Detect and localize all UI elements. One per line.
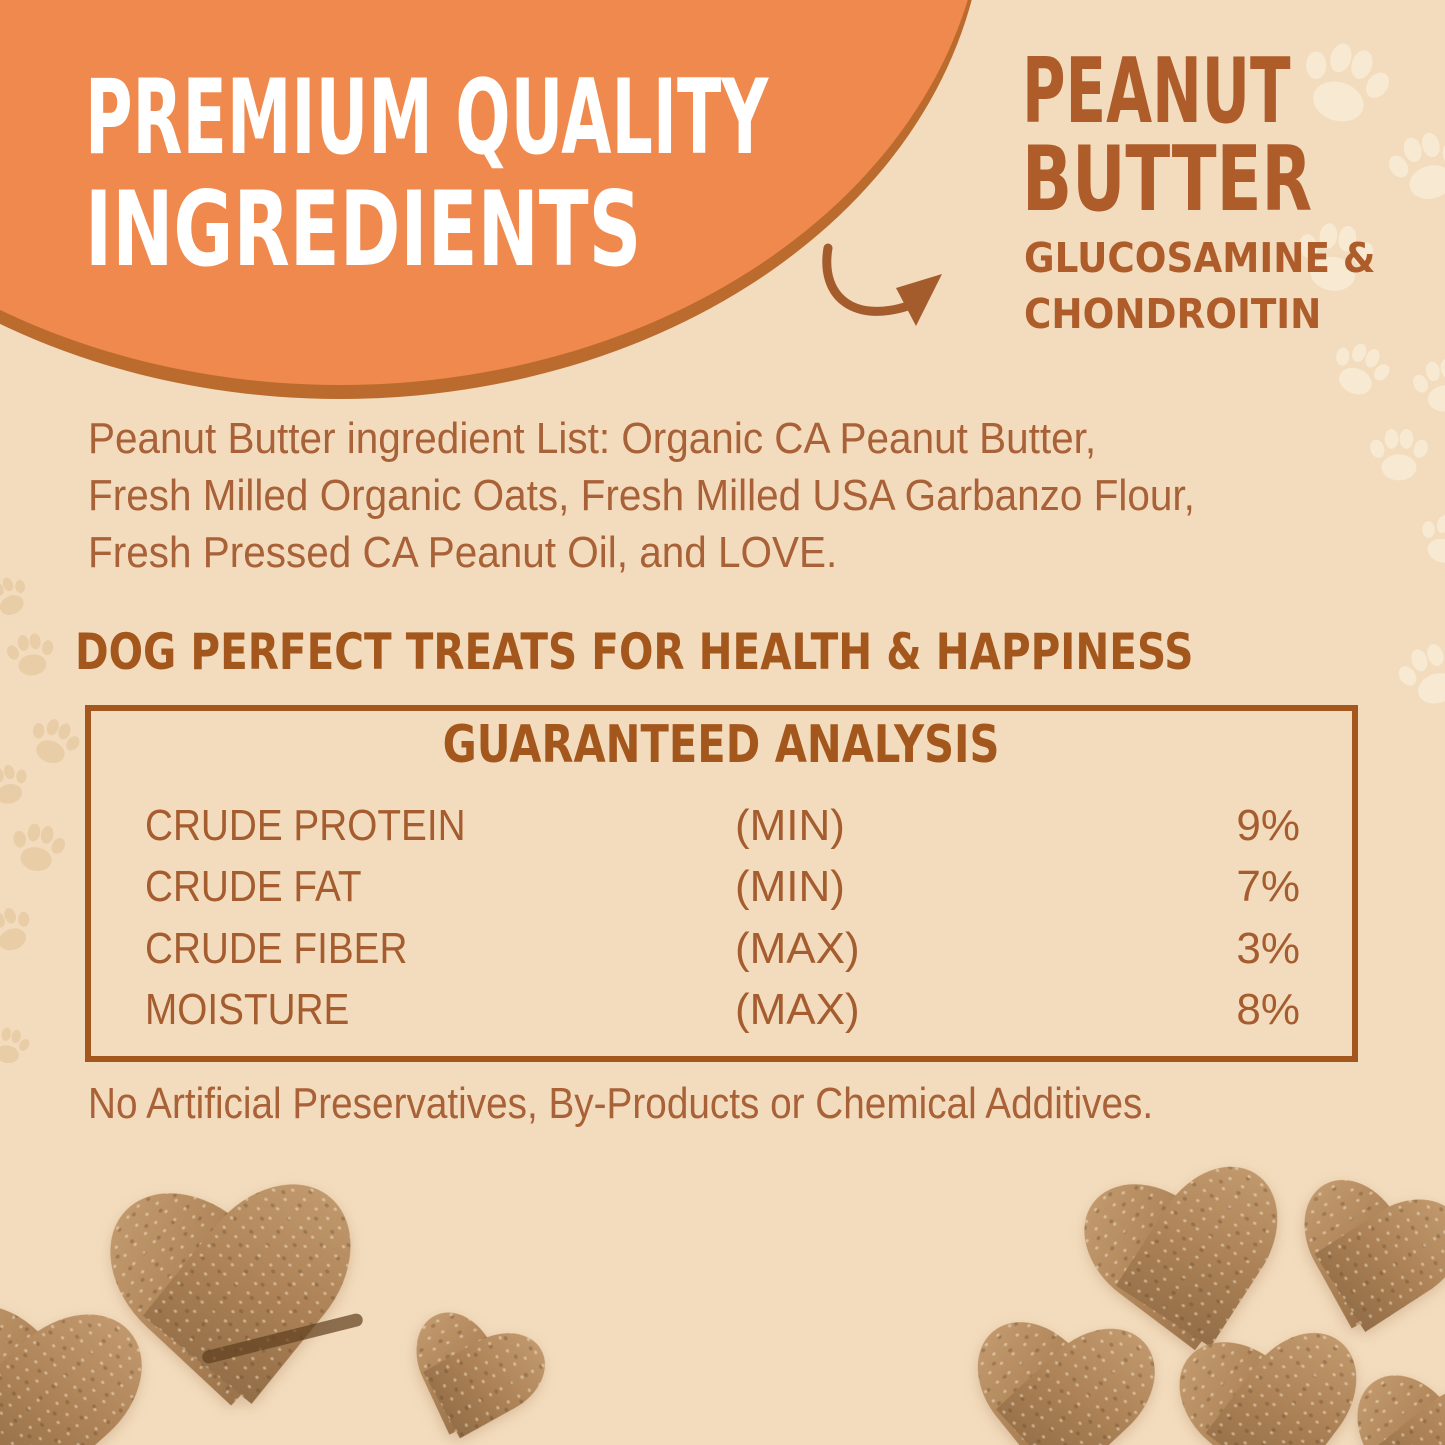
guaranteed-analysis-box: GUARANTEED ANALYSIS CRUDE PROTEIN (MIN) …: [85, 705, 1358, 1062]
ingredient-list-line1: Peanut Butter ingredient List: Organic C…: [88, 414, 1097, 463]
banner-title: PREMIUM QUALITY INGREDIENTS: [85, 62, 1170, 286]
row-label: MOISTURE: [145, 985, 350, 1035]
row-qualifier: (MAX): [735, 985, 860, 1035]
paw-icon: [3, 627, 59, 683]
paw-icon: [0, 898, 41, 962]
table-row: CRUDE FIBER (MAX) 3%: [91, 918, 1352, 980]
guaranteed-analysis-title: GUARANTEED ANALYSIS: [91, 715, 1352, 775]
row-label: CRUDE FIBER: [145, 923, 408, 973]
treat-photo: [97, 1186, 373, 1443]
table-row: CRUDE PROTEIN (MIN) 9%: [91, 795, 1352, 857]
ingredient-list-line3: Fresh Pressed CA Peanut Oil, and LOVE.: [88, 528, 838, 577]
row-value: 3%: [1236, 923, 1300, 973]
product-name-line1: PEANUT: [1022, 39, 1291, 144]
paw-icon: [0, 568, 37, 626]
paw-icon: [1368, 424, 1430, 486]
paw-icon: [6, 816, 71, 881]
footnote: No Artificial Preservatives, By-Products…: [88, 1079, 1154, 1128]
table-row: MOISTURE (MAX) 8%: [91, 980, 1352, 1042]
product-subtitle: GLUCOSAMINE & CHONDROITIN: [1024, 230, 1410, 342]
row-value: 9%: [1236, 800, 1300, 850]
row-value: 7%: [1236, 862, 1300, 912]
row-qualifier: (MAX): [735, 923, 860, 973]
ingredient-list-line2: Fresh Milled Organic Oats, Fresh Milled …: [88, 471, 1195, 520]
treat-photo: [962, 1324, 1164, 1445]
treat-photo: [383, 1307, 556, 1445]
guaranteed-analysis-title-text: GUARANTEED ANALYSIS: [443, 715, 1000, 775]
row-value: 8%: [1236, 985, 1300, 1035]
tagline: DOG PERFECT TREATS FOR HEALTH & HAPPINES…: [75, 623, 1194, 681]
paw-icon: [0, 1021, 34, 1071]
row-label: CRUDE PROTEIN: [145, 800, 466, 850]
orange-banner-blob: [0, 0, 972, 399]
guaranteed-analysis-table: CRUDE PROTEIN (MIN) 9% CRUDE FAT (MIN) 7…: [91, 795, 1352, 1041]
paw-icon: [1389, 631, 1445, 719]
paw-icon: [1412, 506, 1445, 575]
product-subtitle-line2: CHONDROITIN: [1024, 290, 1322, 338]
row-label: CRUDE FAT: [145, 862, 362, 912]
product-name: PEANUT BUTTER: [1022, 39, 1429, 232]
curved-arrow-icon: [822, 243, 942, 326]
banner-title-line1: PREMIUM QUALITY: [85, 58, 769, 178]
table-row: CRUDE FAT (MIN) 7%: [91, 857, 1352, 919]
ingredient-list: Peanut Butter ingredient List: Organic C…: [88, 410, 1195, 581]
treat-photo: [1169, 1333, 1376, 1445]
row-qualifier: (MIN): [735, 862, 845, 912]
banner-title-line2: INGREDIENTS: [85, 170, 642, 290]
product-name-line2: BUTTER: [1022, 127, 1313, 232]
paw-icon: [21, 709, 88, 776]
paw-icon: [0, 757, 35, 813]
product-subtitle-line1: GLUCOSAMINE &: [1024, 234, 1376, 282]
row-qualifier: (MIN): [735, 800, 845, 850]
